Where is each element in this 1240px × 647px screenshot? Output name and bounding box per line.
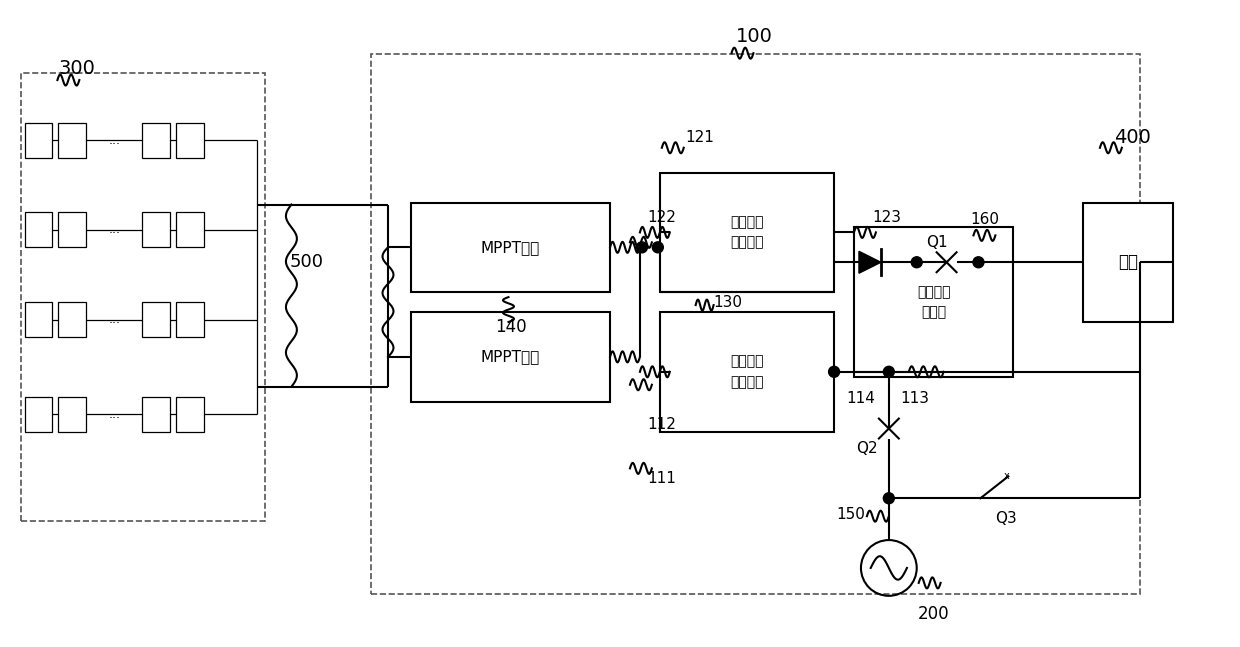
- Text: 负载: 负载: [1117, 253, 1138, 271]
- Circle shape: [883, 493, 894, 504]
- Polygon shape: [180, 219, 200, 241]
- FancyBboxPatch shape: [410, 203, 610, 292]
- Text: 逆变器控
制单元: 逆变器控 制单元: [916, 285, 950, 320]
- FancyBboxPatch shape: [25, 123, 52, 158]
- Text: 113: 113: [900, 391, 929, 406]
- FancyBboxPatch shape: [58, 123, 87, 158]
- Text: 111: 111: [647, 471, 676, 486]
- Polygon shape: [146, 402, 166, 426]
- Text: 并网变频
逆变模块: 并网变频 逆变模块: [730, 355, 764, 389]
- Text: Q1: Q1: [926, 235, 947, 250]
- Text: MPPT电路: MPPT电路: [481, 240, 541, 255]
- Circle shape: [883, 366, 894, 377]
- FancyBboxPatch shape: [143, 212, 170, 247]
- Text: 123: 123: [873, 210, 901, 225]
- Text: 114: 114: [847, 391, 875, 406]
- FancyBboxPatch shape: [143, 397, 170, 432]
- Polygon shape: [62, 129, 82, 152]
- Text: 130: 130: [713, 294, 742, 310]
- Polygon shape: [180, 308, 200, 331]
- FancyBboxPatch shape: [58, 212, 87, 247]
- Polygon shape: [859, 251, 880, 273]
- FancyBboxPatch shape: [176, 302, 203, 337]
- FancyBboxPatch shape: [660, 173, 835, 292]
- FancyBboxPatch shape: [176, 123, 203, 158]
- Text: ...: ...: [108, 313, 120, 326]
- Text: 122: 122: [647, 210, 676, 225]
- Text: ...: ...: [108, 408, 120, 421]
- Polygon shape: [29, 129, 48, 152]
- Polygon shape: [146, 219, 166, 241]
- Polygon shape: [180, 402, 200, 426]
- FancyBboxPatch shape: [143, 302, 170, 337]
- Polygon shape: [146, 308, 166, 331]
- FancyBboxPatch shape: [58, 302, 87, 337]
- Text: 140: 140: [495, 318, 526, 336]
- FancyBboxPatch shape: [1083, 203, 1173, 322]
- Circle shape: [911, 257, 923, 268]
- Text: 300: 300: [60, 59, 95, 78]
- Circle shape: [973, 257, 983, 268]
- Text: 160: 160: [970, 212, 999, 227]
- FancyBboxPatch shape: [660, 312, 835, 432]
- Text: 121: 121: [686, 130, 714, 146]
- Polygon shape: [62, 219, 82, 241]
- FancyBboxPatch shape: [176, 397, 203, 432]
- Text: ...: ...: [108, 223, 120, 236]
- FancyBboxPatch shape: [25, 212, 52, 247]
- Text: 离网变频
逆变模块: 离网变频 逆变模块: [730, 215, 764, 250]
- Text: x: x: [1003, 472, 1009, 481]
- Text: 400: 400: [1115, 128, 1151, 148]
- Polygon shape: [146, 129, 166, 152]
- Text: Q2: Q2: [856, 441, 878, 456]
- Text: 150: 150: [837, 507, 866, 521]
- Polygon shape: [29, 308, 48, 331]
- Text: 200: 200: [918, 605, 950, 623]
- Polygon shape: [29, 402, 48, 426]
- Text: ...: ...: [108, 134, 120, 147]
- Polygon shape: [29, 219, 48, 241]
- Polygon shape: [62, 308, 82, 331]
- Text: Q3: Q3: [996, 510, 1017, 525]
- Text: 112: 112: [647, 417, 676, 432]
- FancyBboxPatch shape: [143, 123, 170, 158]
- Polygon shape: [62, 402, 82, 426]
- Circle shape: [636, 242, 647, 253]
- FancyBboxPatch shape: [854, 227, 1013, 377]
- Circle shape: [828, 366, 839, 377]
- Text: 100: 100: [737, 27, 773, 46]
- Polygon shape: [180, 129, 200, 152]
- Circle shape: [652, 242, 663, 253]
- FancyBboxPatch shape: [25, 397, 52, 432]
- FancyBboxPatch shape: [25, 302, 52, 337]
- Text: 500: 500: [289, 253, 324, 271]
- FancyBboxPatch shape: [176, 212, 203, 247]
- FancyBboxPatch shape: [410, 312, 610, 402]
- Text: MPPT电路: MPPT电路: [481, 349, 541, 364]
- FancyBboxPatch shape: [58, 397, 87, 432]
